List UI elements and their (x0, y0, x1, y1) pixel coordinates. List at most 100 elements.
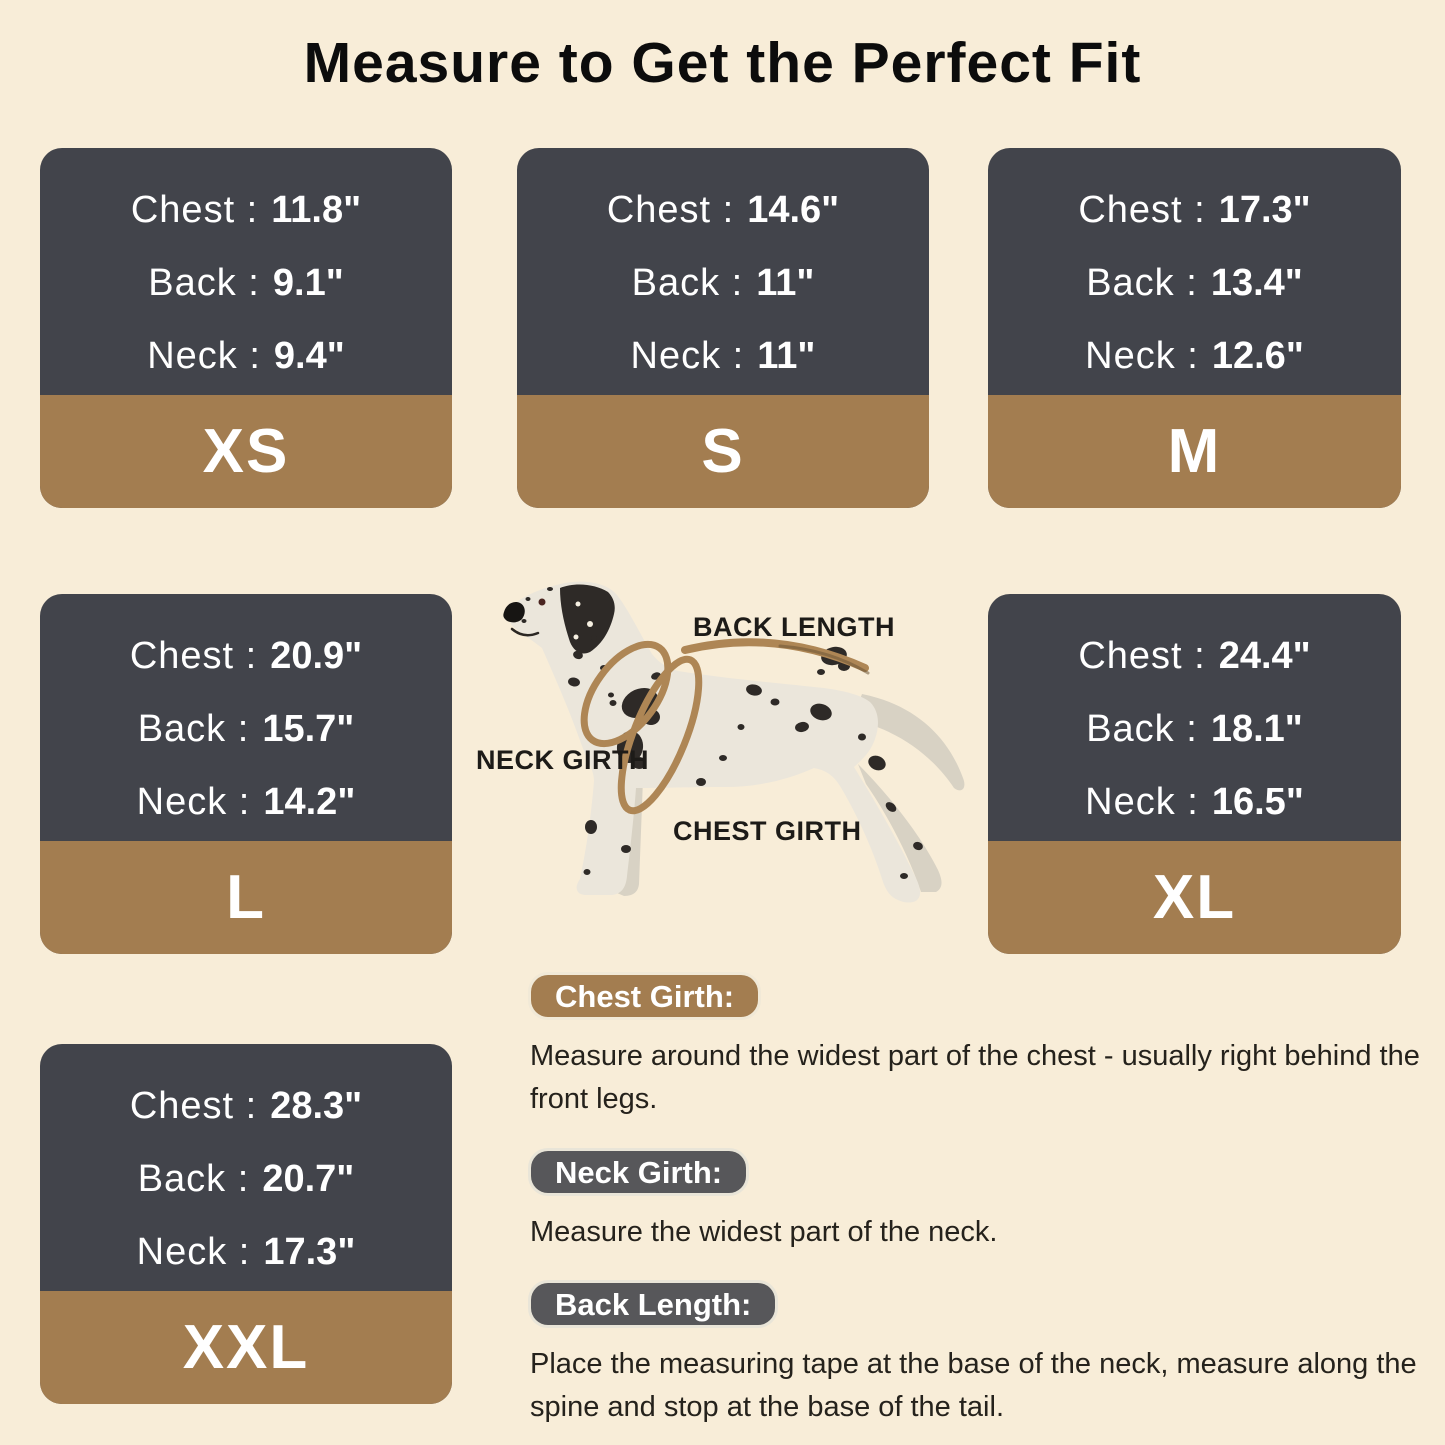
size-band: XXL (40, 1291, 452, 1404)
size-letter: L (226, 863, 266, 932)
measure-value: 20.7" (262, 1158, 355, 1200)
dog-mouth (510, 627, 540, 637)
neck-girth-description: Measure the widest part of the neck. (530, 1216, 998, 1248)
size-letter: XL (1152, 863, 1237, 932)
size-band: L (40, 841, 452, 954)
measure-value: 20.9" (270, 635, 363, 677)
measure-value: 15.7" (262, 708, 355, 750)
measure-row: Back : 11" (517, 262, 929, 305)
measure-value: 17.3" (263, 1231, 356, 1273)
measure-value: 14.2" (263, 781, 356, 823)
measurements-list: Chest : 11.8" Back : 9.1" Neck : 9.4" (40, 148, 452, 407)
measure-row: Chest : 20.9" (40, 635, 452, 678)
measure-value: 11.8" (271, 189, 362, 231)
chest-girth-description: Measure around the widest part of the ch… (530, 1040, 1420, 1115)
measurements-list: Chest : 28.3" Back : 20.7" Neck : 17.3" (40, 1044, 452, 1303)
dog-svg (503, 581, 965, 903)
measure-label: Back : (137, 1158, 250, 1200)
measure-label: Chest : (129, 635, 258, 677)
measure-label: Back : (137, 708, 250, 750)
chest-girth-line (617, 655, 703, 815)
measure-label: Chest : (129, 1085, 258, 1127)
dog-tail (859, 694, 965, 791)
measure-row: Chest : 24.4" (988, 635, 1401, 678)
page-title: Measure to Get the Perfect Fit (303, 31, 1142, 95)
size-band: XL (988, 841, 1401, 954)
size-card-xs: Chest : 11.8" Back : 9.1" Neck : 9.4" XS (40, 148, 452, 508)
size-letter: M (1167, 417, 1222, 486)
neck-girth-line (580, 640, 672, 748)
measure-row: Chest : 17.3" (988, 189, 1401, 232)
measure-label: Back : (1086, 262, 1198, 304)
size-band: M (988, 395, 1401, 508)
measure-value: 11" (756, 262, 815, 304)
measure-label: Chest : (130, 189, 259, 231)
measure-label: Neck : (630, 335, 745, 377)
measure-row: Neck : 14.2" (40, 781, 452, 824)
back-length-heading-pill: Back Length: (528, 1280, 779, 1328)
measure-label: Neck : (147, 335, 261, 377)
back-length-shadow (778, 644, 870, 675)
neck-girth-heading-pill: Neck Girth: (528, 1148, 750, 1196)
measure-row: Back : 18.1" (988, 708, 1401, 751)
neck-girth-label: NECK GIRTH (476, 745, 649, 775)
measurements-list: Chest : 24.4" Back : 18.1" Neck : 16.5" (988, 594, 1401, 853)
measure-value: 9.4" (273, 335, 345, 377)
dog-nose (503, 602, 525, 623)
measure-row: Back : 13.4" (988, 262, 1401, 305)
dog-eye (538, 598, 546, 606)
back-length-label: BACK LENGTH (693, 612, 895, 642)
measure-label: Chest : (606, 189, 735, 231)
chest-girth-label: CHEST GIRTH (673, 816, 862, 846)
measure-row: Chest : 11.8" (40, 189, 452, 232)
measure-row: Chest : 14.6" (517, 189, 929, 232)
measure-label: Back : (1086, 708, 1198, 750)
measurements-list: Chest : 14.6" Back : 11" Neck : 11" (517, 148, 929, 407)
ear-spots (573, 601, 593, 640)
measure-row: Neck : 17.3" (40, 1231, 452, 1274)
measure-row: Neck : 9.4" (40, 335, 452, 378)
measure-value: 17.3" (1218, 189, 1311, 231)
measure-label: Neck : (1085, 335, 1199, 377)
measure-value: 13.4" (1210, 262, 1303, 304)
size-band: XS (40, 395, 452, 508)
measure-value: 24.4" (1218, 635, 1311, 677)
measure-value: 28.3" (270, 1085, 363, 1127)
measure-row: Neck : 11" (517, 335, 929, 378)
measure-row: Neck : 16.5" (988, 781, 1401, 824)
measure-value: 12.6" (1211, 335, 1304, 377)
measure-value: 9.1" (272, 262, 344, 304)
measure-row: Back : 9.1" (40, 262, 452, 305)
measure-row: Back : 15.7" (40, 708, 452, 751)
size-card-m: Chest : 17.3" Back : 13.4" Neck : 12.6" M (988, 148, 1401, 508)
measure-value: 18.1" (1210, 708, 1303, 750)
measure-label: Chest : (1078, 635, 1206, 677)
size-letter: XXL (182, 1313, 310, 1382)
size-card-l: Chest : 20.9" Back : 15.7" Neck : 14.2" L (40, 594, 452, 954)
size-band: S (517, 395, 929, 508)
instruction-chest-girth: Chest Girth: Measure around the widest p… (528, 972, 1443, 1121)
size-card-s: Chest : 14.6" Back : 11" Neck : 11" S (517, 148, 929, 508)
measure-label: Back : (631, 262, 744, 304)
size-card-xl: Chest : 24.4" Back : 18.1" Neck : 16.5" XL (988, 594, 1401, 954)
measure-row: Chest : 28.3" (40, 1085, 452, 1128)
measure-value: 16.5" (1211, 781, 1304, 823)
instruction-neck-girth: Neck Girth: Measure the widest part of t… (528, 1148, 1443, 1254)
measure-value: 14.6" (747, 189, 840, 231)
chest-girth-heading-pill: Chest Girth: (528, 972, 762, 1020)
measure-value: 11" (757, 335, 816, 377)
measure-label: Neck : (1085, 781, 1199, 823)
measurements-list: Chest : 17.3" Back : 13.4" Neck : 12.6" (988, 148, 1401, 407)
size-letter: XS (202, 417, 290, 486)
measurements-list: Chest : 20.9" Back : 15.7" Neck : 14.2" (40, 594, 452, 853)
measure-label: Chest : (1078, 189, 1206, 231)
measure-label: Back : (148, 262, 260, 304)
measure-row: Neck : 12.6" (988, 335, 1401, 378)
back-length-description: Place the measuring tape at the base of … (530, 1348, 1417, 1423)
size-card-xxl: Chest : 28.3" Back : 20.7" Neck : 17.3" XXL (40, 1044, 452, 1404)
measure-label: Neck : (136, 781, 251, 823)
size-letter: S (701, 417, 745, 486)
dog-illustration (490, 576, 1010, 916)
measure-label: Neck : (136, 1231, 251, 1273)
